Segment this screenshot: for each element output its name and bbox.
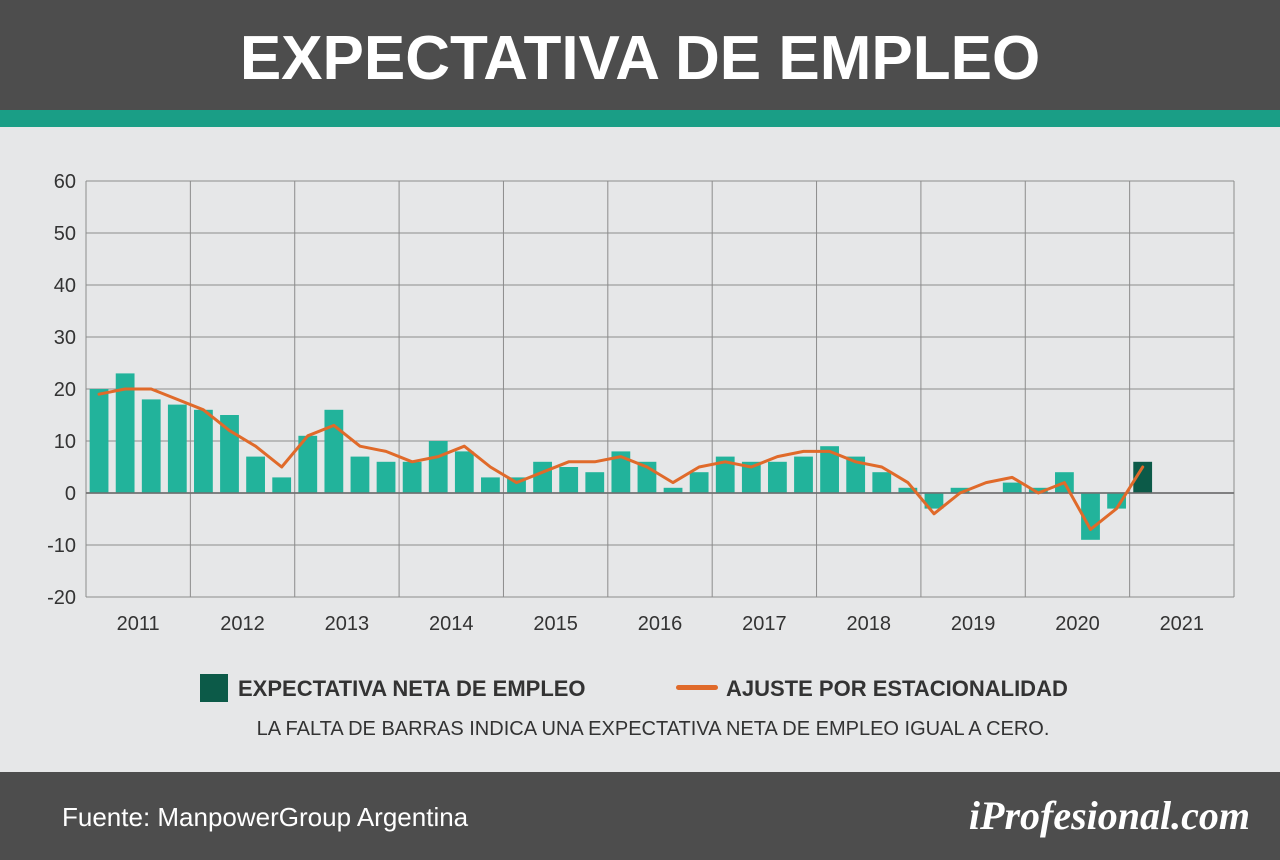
chart-title: EXPECTATIVA DE EMPLEO: [239, 24, 1041, 93]
accent-stripe: [0, 110, 1280, 127]
bar: [428, 441, 448, 493]
bar: [272, 477, 292, 493]
legend-label-bar: EXPECTATIVA NETA DE EMPLEO: [238, 676, 586, 701]
bar: [846, 456, 866, 493]
bar: [794, 456, 813, 493]
x-tick-label: 2013: [325, 613, 370, 635]
seasonal-line: [97, 387, 1145, 531]
x-tick-label: 2018: [846, 613, 891, 635]
bar: [533, 461, 552, 493]
bar: [715, 456, 735, 493]
bar: [663, 487, 683, 493]
legend-swatch-line: [676, 685, 718, 690]
bar: [115, 373, 135, 493]
bar: [89, 389, 109, 493]
chart: 60 50 40 30 20 10 0 -10 -20 2011 2012 2013 2014 2015 2…: [47, 171, 1235, 635]
bar: [376, 461, 396, 493]
bar: [689, 472, 709, 493]
y-tick-label: 10: [54, 431, 76, 453]
bar: [611, 451, 631, 493]
y-tick-label: 30: [54, 327, 76, 349]
x-tick-label: 2011: [117, 613, 160, 635]
bar: [1133, 461, 1153, 493]
bar: [898, 487, 918, 493]
x-tick-label: 2017: [742, 613, 787, 635]
x-tick-label: 2015: [533, 613, 578, 635]
source-text: Fuente: ManpowerGroup Argentina: [62, 802, 469, 832]
x-tick-label: 2016: [638, 613, 683, 635]
y-tick-label: 40: [54, 275, 76, 297]
x-tick-label: 2021: [1160, 613, 1205, 635]
bar: [950, 487, 970, 493]
y-tick-label: 0: [65, 483, 76, 505]
bar: [1107, 493, 1126, 509]
bars: [86, 373, 1234, 540]
bar: [872, 472, 892, 493]
bar: [402, 461, 422, 493]
legend-swatch-bar: [200, 674, 228, 702]
bar: [741, 461, 761, 493]
bar: [1081, 493, 1100, 540]
y-tick-label: 60: [54, 171, 76, 193]
bar: [585, 472, 605, 493]
bar: [350, 456, 370, 493]
bar: [820, 446, 839, 493]
legend: EXPECTATIVA NETA DE EMPLEO AJUSTE POR ES…: [0, 672, 1280, 712]
bar: [768, 461, 787, 493]
bar: [324, 409, 344, 493]
bar: [1002, 482, 1022, 493]
y-tick-label: -10: [47, 535, 76, 557]
grid: [85, 180, 1235, 598]
bar: [481, 477, 500, 493]
legend-label-line: AJUSTE POR ESTACIONALIDAD: [726, 676, 1068, 701]
bar: [246, 456, 265, 493]
bar: [559, 467, 579, 493]
bar: [141, 399, 161, 493]
x-tick-label: 2019: [951, 613, 996, 635]
brand-logo: iProfesional.com: [968, 793, 1250, 838]
bar: [454, 451, 474, 493]
bar: [167, 404, 187, 493]
y-tick-label: 20: [54, 379, 76, 401]
chart-note: LA FALTA DE BARRAS INDICA UNA EXPECTATIV…: [256, 718, 1050, 740]
bar: [1028, 487, 1048, 493]
footer-bar: Fuente: ManpowerGroup Argentina iProfesi…: [0, 772, 1280, 860]
bar: [298, 435, 318, 493]
y-tick-label: 50: [54, 223, 76, 245]
seasonal-adjustment-line: [97, 387, 1145, 531]
bar: [924, 493, 944, 509]
x-tick-label: 2012: [220, 613, 265, 635]
axis-labels: 60 50 40 30 20 10 0 -10 -20 2011 2012 2013 2014 2015 2…: [47, 171, 1204, 635]
x-tick-label: 2020: [1055, 613, 1100, 635]
header-bar: EXPECTATIVA DE EMPLEO: [0, 0, 1280, 110]
bar: [194, 409, 213, 493]
x-tick-label: 2014: [429, 613, 474, 635]
y-tick-label: -20: [47, 587, 76, 609]
